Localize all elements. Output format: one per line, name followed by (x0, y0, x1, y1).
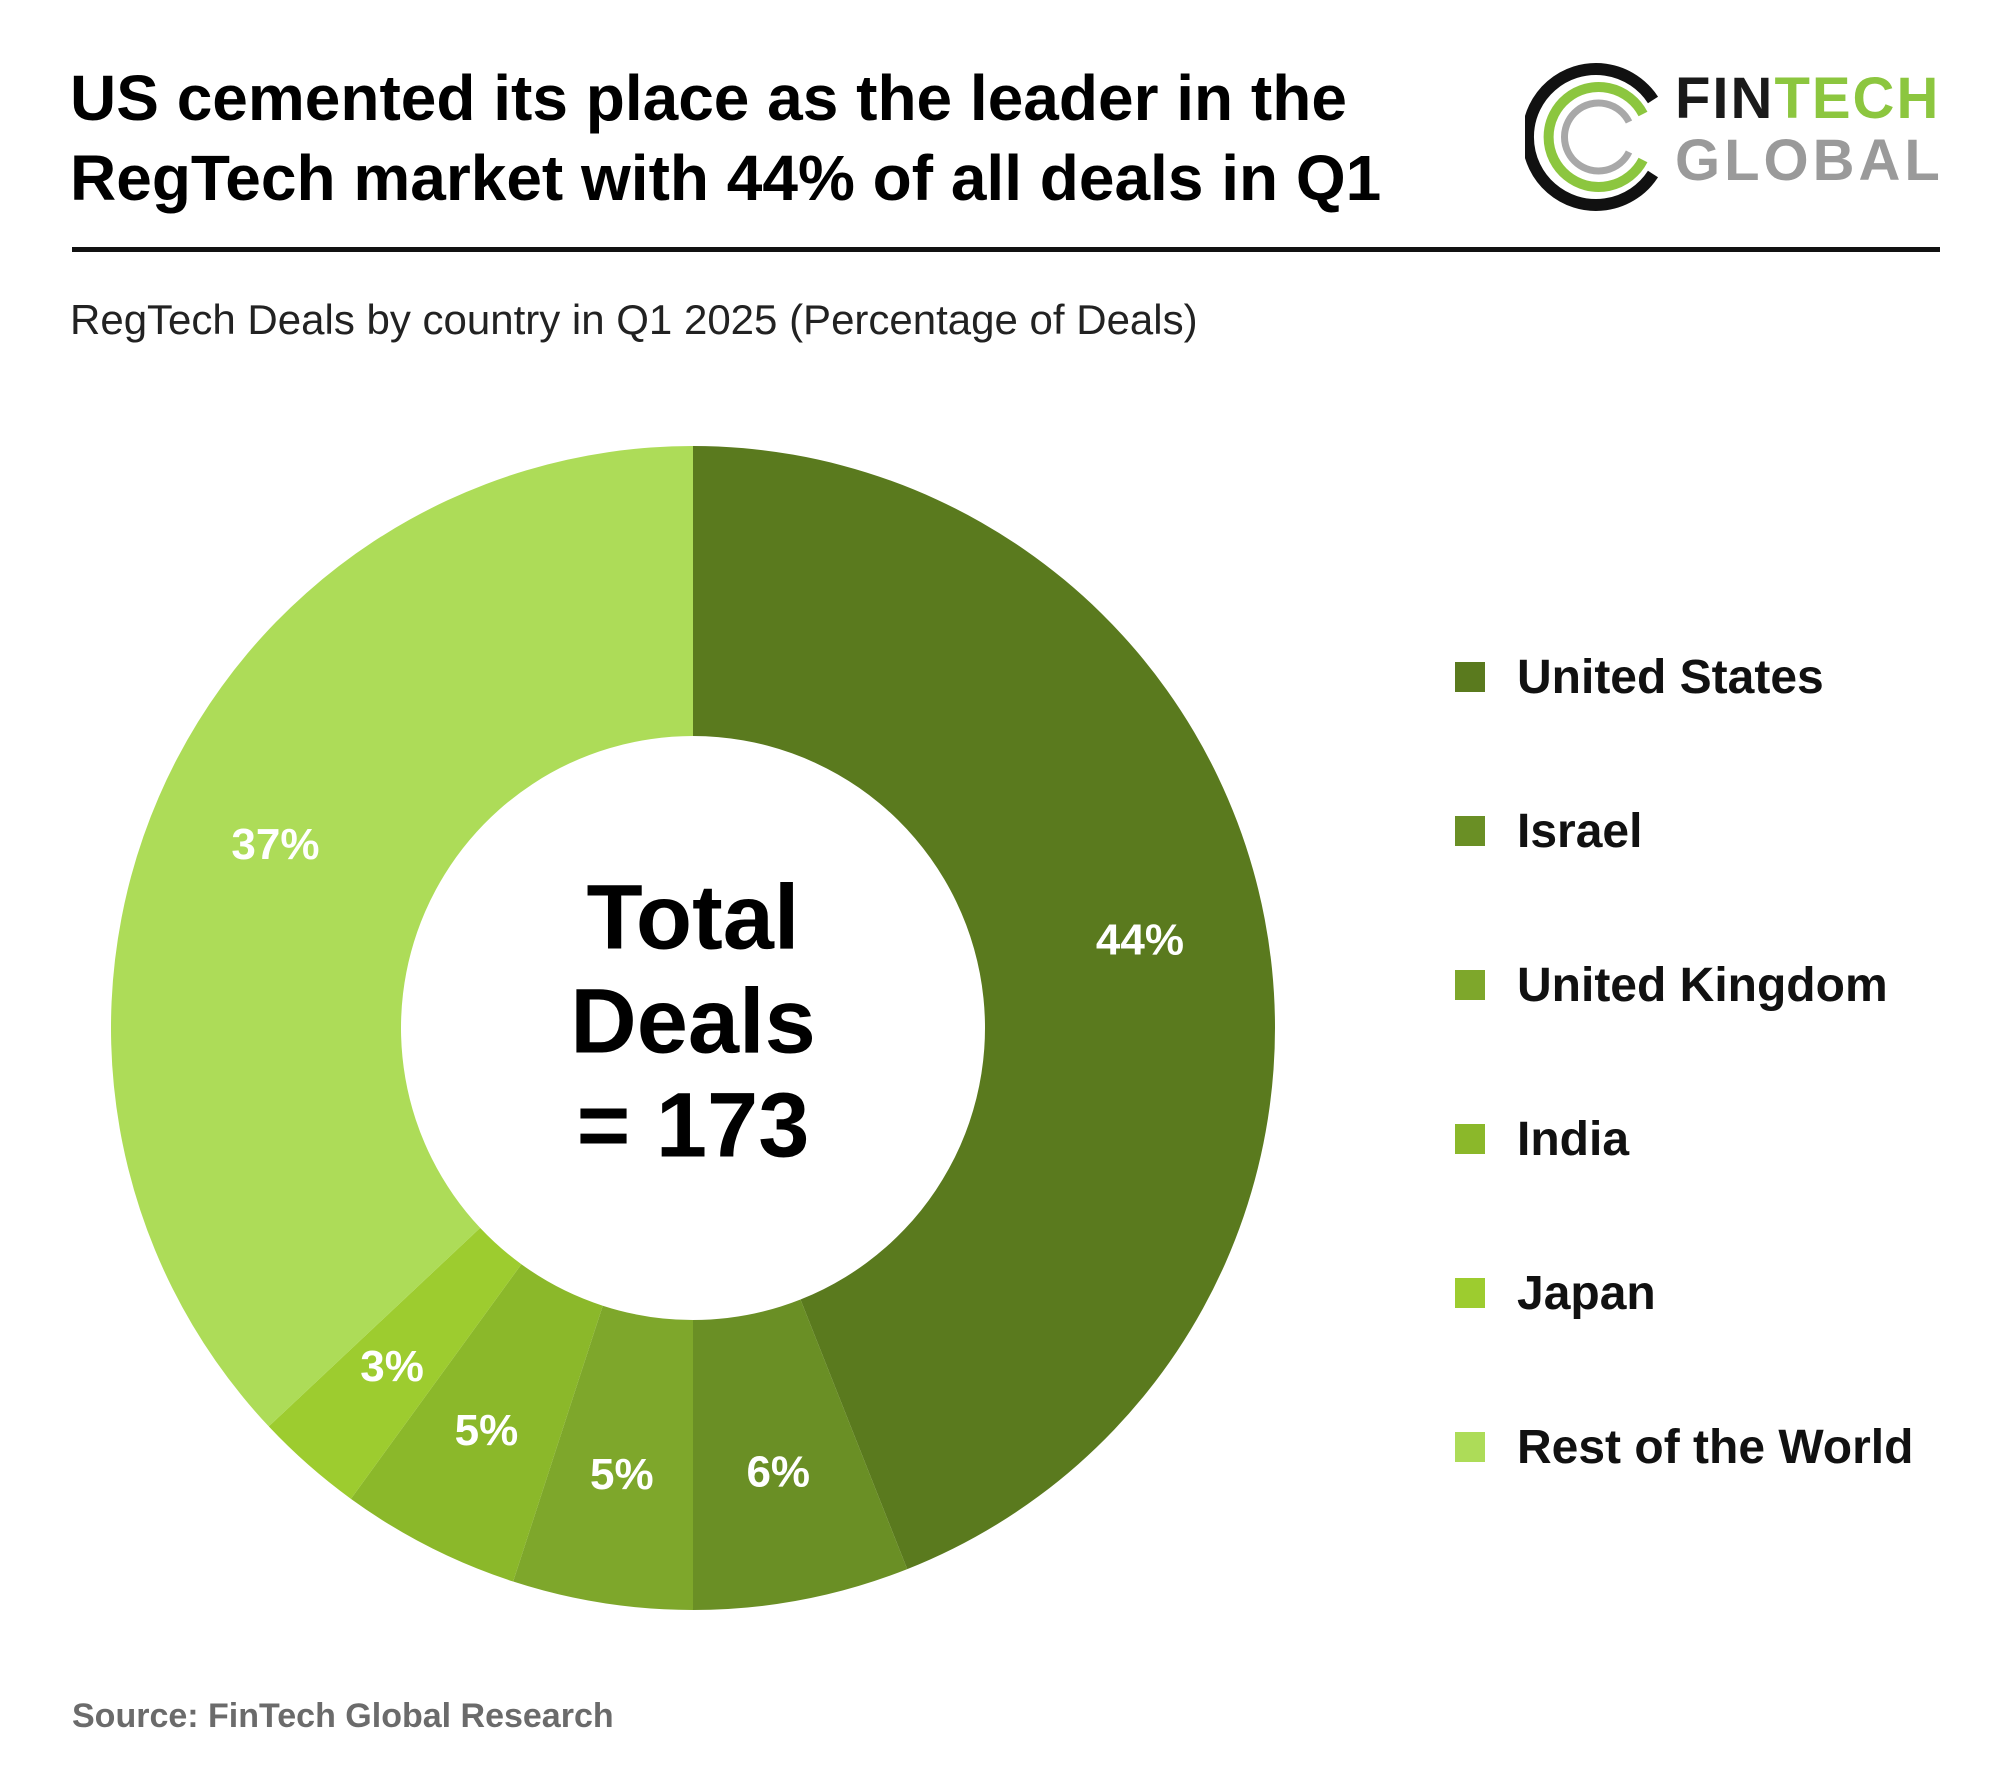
logo-word-tech: TECH (1774, 66, 1941, 131)
center-text-line-2: Deals (570, 970, 816, 1072)
legend-swatch-united-kingdom (1455, 970, 1485, 1000)
legend-label-rest-of-the-world: Rest of the World (1517, 1420, 1914, 1474)
legend-swatch-united-states (1455, 662, 1485, 692)
slice-israel (693, 1299, 908, 1610)
slice-japan (268, 1227, 522, 1499)
data-label-israel: 6% (746, 1448, 810, 1497)
legend-swatch-japan (1455, 1278, 1485, 1308)
data-label-rest-of-the-world: 37% (231, 820, 319, 869)
headline-line-1: US cemented its place as the leader in t… (70, 62, 1347, 134)
legend-label-israel: Israel (1517, 804, 1643, 858)
headline-line-2: RegTech market with 44% of all deals in … (70, 142, 1382, 214)
data-label-united-kingdom: 5% (590, 1450, 654, 1499)
slice-united-states (693, 446, 1276, 1570)
center-text-line-3: = 173 (577, 1074, 810, 1176)
logo-word-global: GLOBAL (1675, 128, 1944, 193)
legend-label-india: India (1517, 1112, 1630, 1166)
data-label-united-states: 44% (1096, 915, 1184, 964)
legend-label-united-states: United States (1517, 650, 1824, 704)
source-note: Source: FinTech Global Research (72, 1697, 614, 1735)
legend-swatch-israel (1455, 816, 1485, 846)
slice-united-kingdom (513, 1305, 693, 1610)
legend-swatch-rest-of-the-world (1455, 1432, 1485, 1462)
data-label-japan: 3% (360, 1342, 424, 1391)
logo-wordmark: FINTECH GLOBAL (1675, 68, 1944, 192)
chart-subtitle: RegTech Deals by country in Q1 2025 (Per… (70, 296, 1198, 343)
legend-item-united-states: United States (1455, 600, 1913, 754)
slice-india (350, 1264, 603, 1582)
legend-item-japan: Japan (1455, 1216, 1913, 1370)
logo-ring-icon (1522, 63, 1659, 211)
legend-swatch-india (1455, 1124, 1485, 1154)
legend-item-india: India (1455, 1062, 1913, 1216)
center-text-line-1: Total (587, 866, 800, 968)
legend-label-japan: Japan (1517, 1266, 1656, 1320)
chart-legend: United States Israel United Kingdom India Ja… (1455, 600, 1913, 1524)
legend-item-israel: Israel (1455, 754, 1913, 908)
slice-rest-of-the-world (111, 446, 693, 1427)
legend-label-united-kingdom: United Kingdom (1517, 958, 1888, 1012)
fintech-global-logo: FINTECH GLOBAL (1522, 62, 1945, 212)
headline: US cemented its place as the leader in t… (70, 58, 1450, 218)
title-divider (72, 247, 1940, 252)
data-label-india: 5% (455, 1406, 519, 1455)
legend-item-united-kingdom: United Kingdom (1455, 908, 1913, 1062)
logo-word-fin: FIN (1675, 66, 1775, 131)
legend-item-rest-of-the-world: Rest of the World (1455, 1370, 1913, 1524)
